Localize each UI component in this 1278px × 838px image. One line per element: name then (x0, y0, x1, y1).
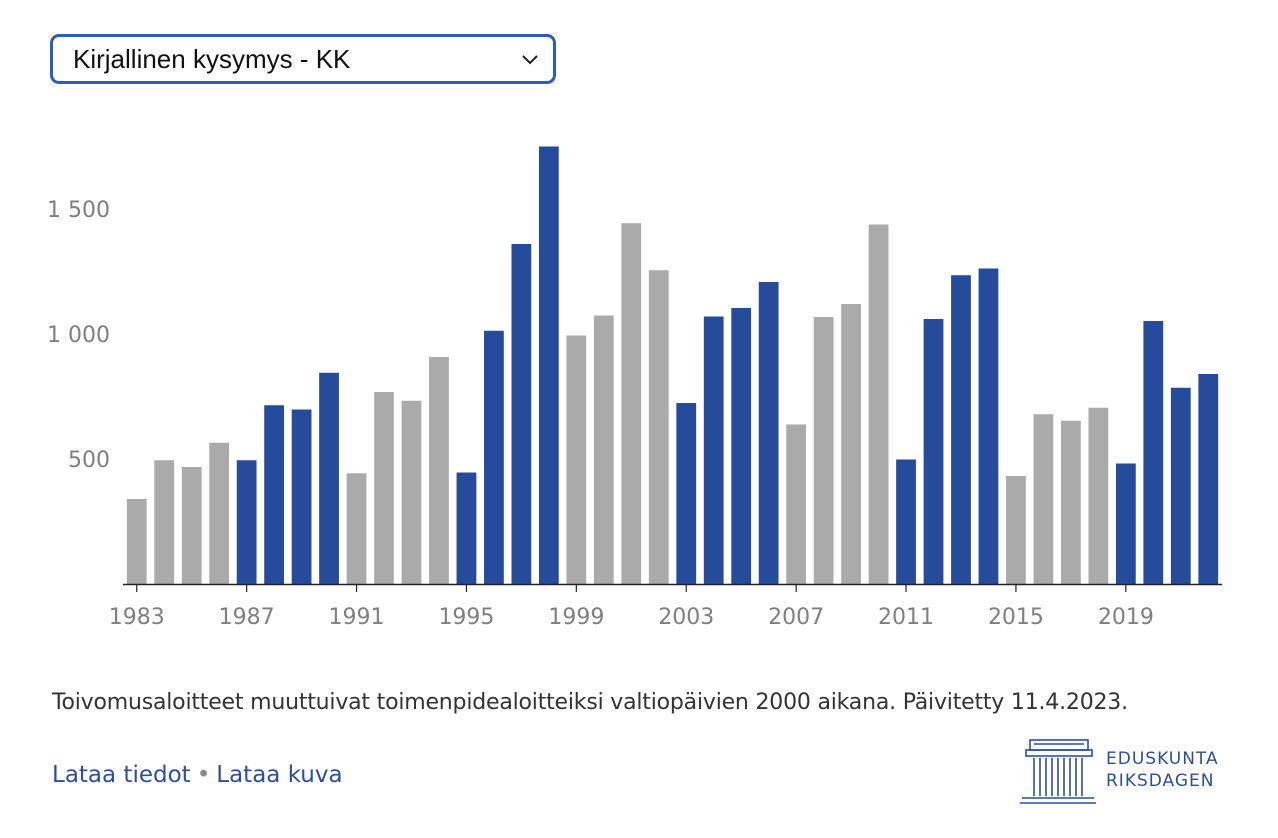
bar-1993[interactable] (401, 400, 422, 584)
y-tick-label-500: 500 (68, 448, 110, 473)
bar-1999[interactable] (566, 335, 587, 585)
logo-line-1: EDUSKUNTA (1106, 749, 1219, 769)
bar-1987[interactable] (236, 460, 257, 584)
bar-2022[interactable] (1198, 374, 1219, 584)
link-separator: • (196, 762, 211, 788)
x-tick-label-2007: 2007 (768, 605, 824, 630)
bar-1995[interactable] (456, 472, 477, 585)
bar-2007[interactable] (786, 424, 807, 585)
download-links: Lataa tiedot • Lataa kuva (52, 762, 343, 788)
bar-2021[interactable] (1170, 387, 1191, 584)
bar-1992[interactable] (374, 392, 394, 584)
bar-2010[interactable] (868, 224, 889, 585)
download-data-link[interactable]: Lataa tiedot (52, 762, 191, 788)
chevron-down-icon (522, 55, 538, 65)
bar-2005[interactable] (731, 308, 752, 584)
bar-2009[interactable] (841, 304, 861, 584)
bar-1983[interactable] (126, 499, 147, 584)
bar-1986[interactable] (209, 442, 230, 584)
bar-1994[interactable] (429, 357, 449, 584)
bar-1991[interactable] (346, 473, 367, 584)
bar-2017[interactable] (1061, 420, 1081, 584)
bar-2006[interactable] (758, 282, 779, 584)
bar-1996[interactable] (484, 330, 504, 584)
bar-2016[interactable] (1033, 414, 1054, 584)
bar-2004[interactable] (703, 316, 724, 585)
parliament-building-icon (1020, 739, 1096, 804)
bar-1997[interactable] (511, 244, 532, 584)
parliament-question-type-select[interactable]: Kirjallinen kysymys - KK (50, 34, 556, 84)
logo-line-2: RIKSDAGEN (1106, 771, 1215, 791)
x-tick-label-2019: 2019 (1098, 605, 1154, 630)
bar-1998[interactable] (538, 146, 559, 585)
bar-2011[interactable] (896, 459, 916, 585)
select-value: Kirjallinen kysymys - KK (73, 43, 351, 74)
x-tick-label-1999: 1999 (548, 605, 604, 630)
logo-text: EDUSKUNTA RIKSDAGEN (1106, 748, 1219, 792)
bar-2008[interactable] (813, 317, 834, 584)
bar-2019[interactable] (1115, 463, 1136, 585)
bar-1984[interactable] (154, 460, 175, 584)
bar-2014[interactable] (978, 268, 999, 585)
x-tick-label-1983: 1983 (109, 605, 165, 630)
footnote: Toivomusaloitteet muuttuivat toimenpidea… (52, 690, 1128, 715)
x-tick-label-2011: 2011 (878, 605, 934, 630)
eduskunta-logo: EDUSKUNTA RIKSDAGEN (1018, 736, 1230, 808)
bar-2003[interactable] (676, 403, 697, 584)
bar-1989[interactable] (291, 409, 312, 585)
bar-2012[interactable] (923, 319, 944, 584)
x-tick-label-1991: 1991 (329, 605, 385, 630)
x-tick-label-2003: 2003 (658, 605, 714, 630)
x-tick-label-1987: 1987 (219, 605, 275, 630)
bar-2020[interactable] (1143, 321, 1164, 584)
bar-2015[interactable] (1006, 476, 1026, 584)
bar-2018[interactable] (1088, 407, 1109, 584)
bar-2001[interactable] (621, 223, 642, 584)
bar-1985[interactable] (181, 467, 202, 584)
download-image-link[interactable]: Lataa kuva (216, 762, 343, 788)
y-tick-label-1000: 1 000 (47, 323, 110, 348)
bar-chart: 1983 1987 1991 1995 1999 2003 2007 2011 2015 2019… (47, 146, 1222, 630)
bar-1990[interactable] (319, 372, 339, 584)
bar-2013[interactable] (951, 275, 971, 584)
bar-2000[interactable] (593, 315, 614, 585)
bar-1988[interactable] (264, 405, 284, 584)
bar-2002[interactable] (648, 270, 669, 584)
x-tick-label-2015: 2015 (988, 605, 1044, 630)
x-tick-label-1995: 1995 (438, 605, 494, 630)
y-tick-label-1500: 1 500 (47, 198, 110, 223)
